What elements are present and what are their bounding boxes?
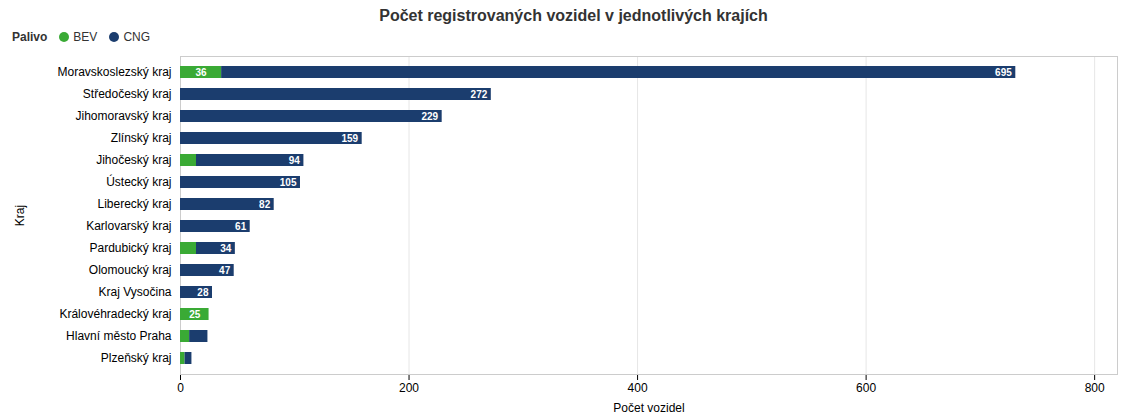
svg-text:Královéhradecký kraj: Královéhradecký kraj — [59, 307, 171, 321]
svg-text:272: 272 — [471, 89, 488, 100]
svg-text:200: 200 — [399, 381, 419, 395]
svg-text:Liberecký kraj: Liberecký kraj — [97, 197, 171, 211]
svg-text:34: 34 — [220, 243, 232, 254]
svg-text:Ústecký kraj: Ústecký kraj — [106, 174, 171, 189]
svg-text:61: 61 — [235, 221, 247, 232]
svg-text:400: 400 — [628, 381, 648, 395]
svg-text:159: 159 — [341, 133, 358, 144]
svg-text:Jihomoravský kraj: Jihomoravský kraj — [75, 109, 171, 123]
svg-text:Počet vozidel: Počet vozidel — [613, 401, 684, 415]
html-text:BEV: BEV — [73, 30, 98, 44]
svg-text:47: 47 — [219, 265, 231, 276]
svg-text:Kraj Vysočina: Kraj Vysočina — [99, 285, 172, 299]
svg-text:Zlínský kraj: Zlínský kraj — [111, 131, 172, 145]
html-text:Palivo: Palivo — [12, 30, 48, 44]
svg-text:Olomoucký kraj: Olomoucký kraj — [89, 263, 172, 277]
svg-text:Jihočeský kraj: Jihočeský kraj — [96, 153, 171, 167]
html-text:Počet registrovaných vozidel v: Počet registrovaných vozidel v jednotliv… — [379, 7, 768, 24]
svg-text:Pardubický kraj: Pardubický kraj — [89, 241, 171, 255]
svg-text:25: 25 — [189, 309, 201, 320]
svg-text:695: 695 — [995, 67, 1012, 78]
svg-text:105: 105 — [280, 177, 297, 188]
svg-text:Plzeňský kraj: Plzeňský kraj — [101, 351, 172, 365]
svg-text:Kraj: Kraj — [13, 205, 27, 226]
svg-text:800: 800 — [1085, 381, 1105, 395]
svg-text:Hlavní město Praha: Hlavní město Praha — [66, 329, 172, 343]
svg-text:229: 229 — [421, 111, 438, 122]
svg-text:Karlovarský kraj: Karlovarský kraj — [86, 219, 171, 233]
svg-text:82: 82 — [259, 199, 271, 210]
html-text:CNG: CNG — [123, 30, 150, 44]
svg-text:0: 0 — [177, 381, 184, 395]
svg-text:Moravskoslezský kraj: Moravskoslezský kraj — [57, 65, 171, 79]
svg-text:94: 94 — [289, 155, 301, 166]
svg-text:600: 600 — [856, 381, 876, 395]
svg-text:36: 36 — [196, 67, 208, 78]
svg-text:28: 28 — [197, 287, 209, 298]
svg-text:Středočeský kraj: Středočeský kraj — [83, 87, 172, 101]
